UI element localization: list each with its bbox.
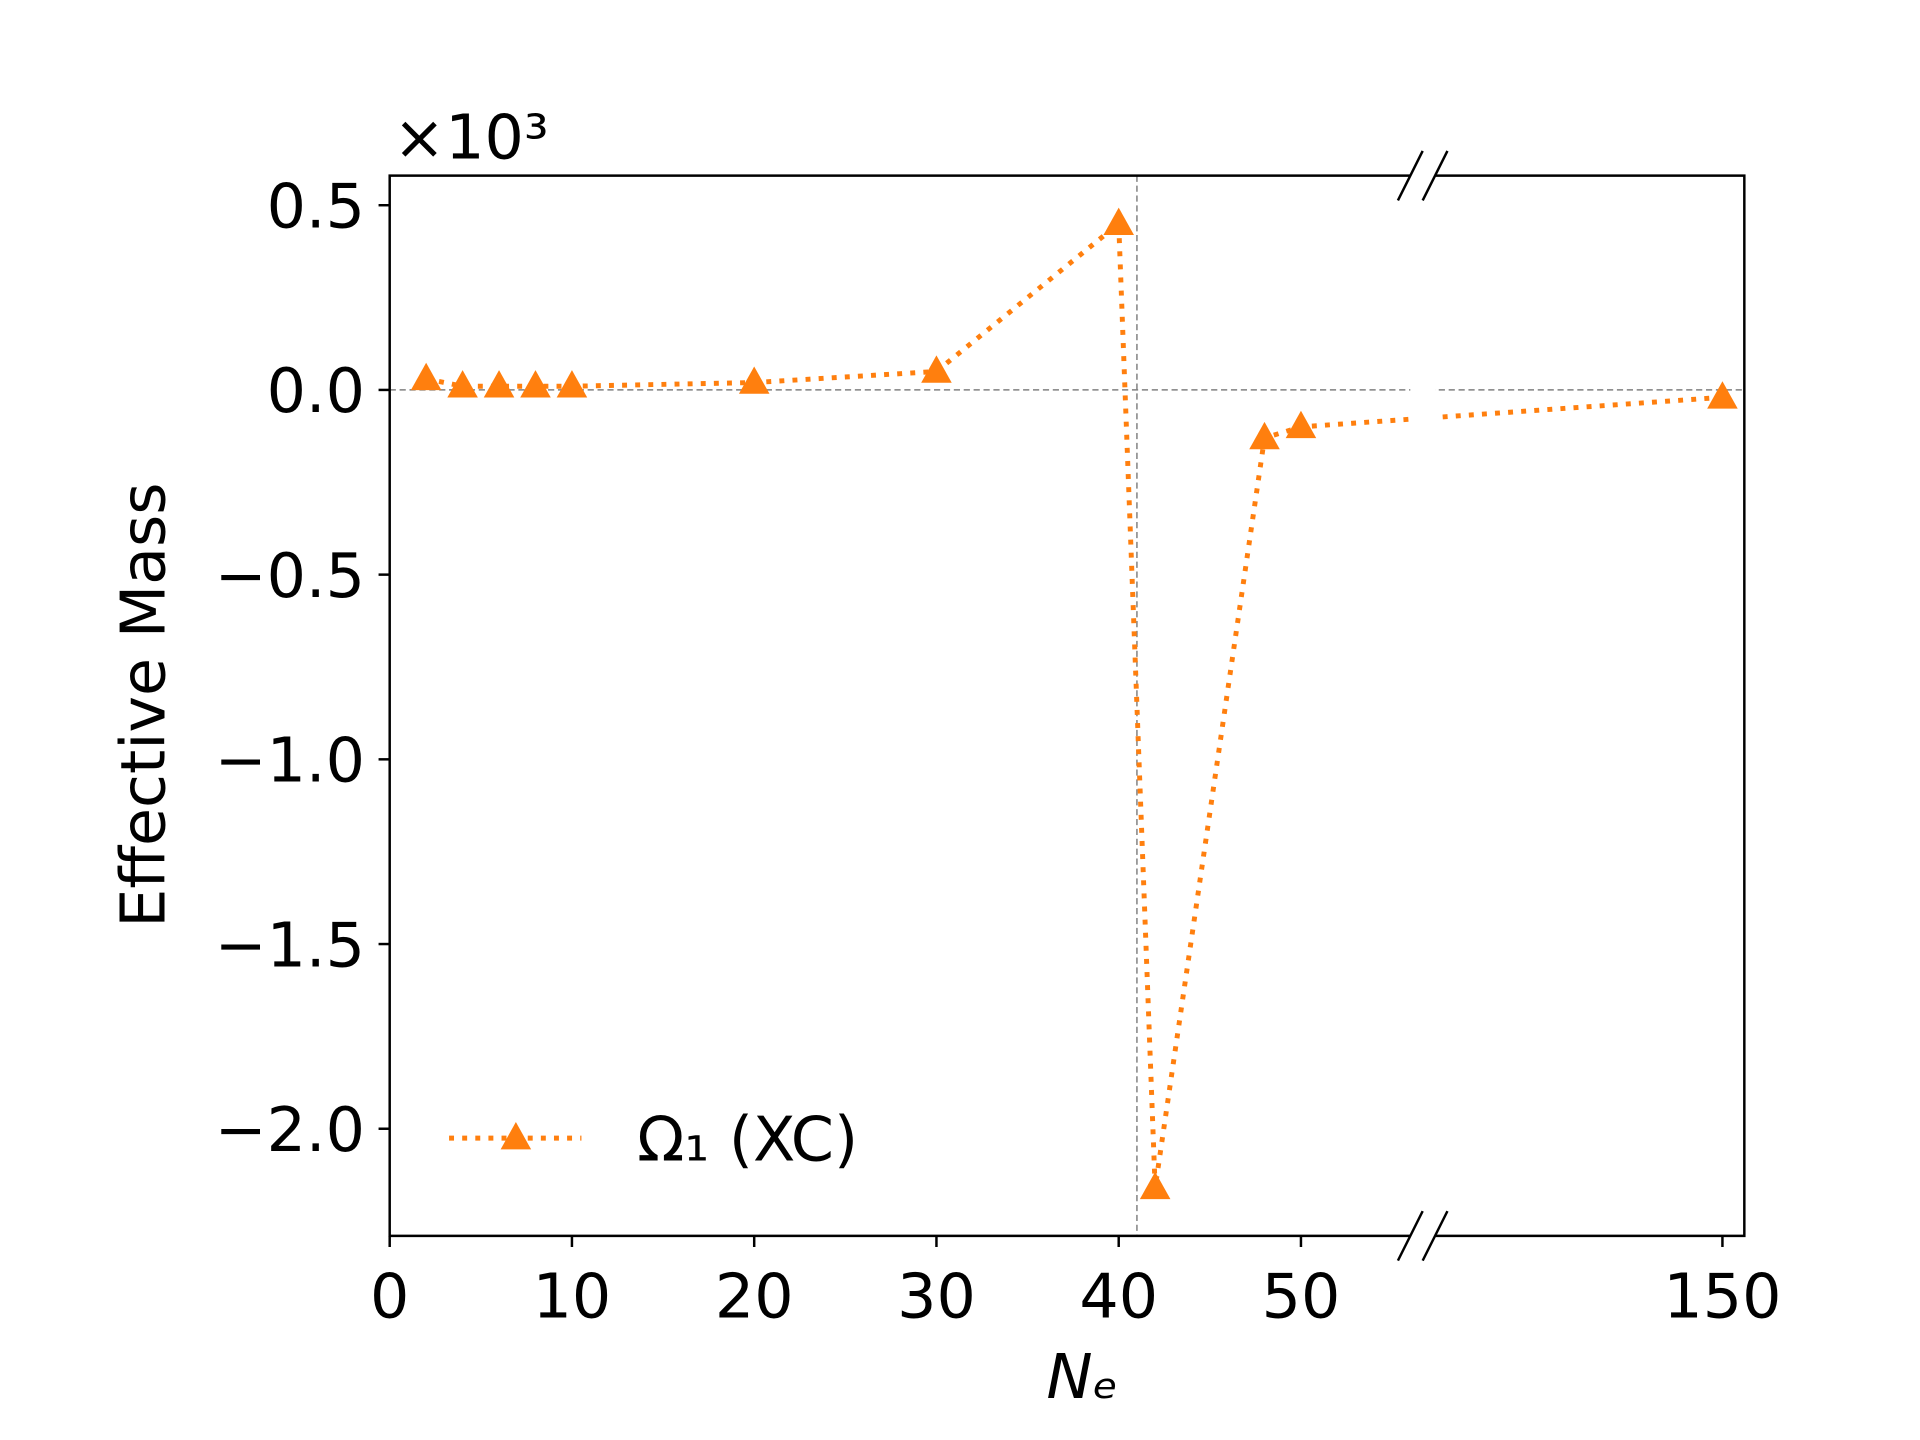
x-tick-label: 20 [715, 1261, 794, 1333]
data-point [921, 355, 952, 383]
data-point [520, 370, 551, 398]
axis-spine [1435, 174, 1746, 1238]
x-tick-label: 0 [370, 1261, 409, 1333]
x-tick-label: 150 [1663, 1261, 1781, 1333]
data-point [1139, 1171, 1171, 1200]
data-point [447, 370, 478, 398]
data-point [483, 370, 515, 398]
y-tick-label: −1.5 [215, 909, 365, 981]
axis-break-gap [1410, 170, 1436, 1241]
axis-break-mark [1421, 150, 1449, 201]
y-tick-label: −2.0 [215, 1094, 365, 1166]
data-point [1103, 207, 1134, 235]
data-point [410, 362, 442, 391]
x-tick-label: 50 [1262, 1261, 1341, 1333]
axis-break-mark [1421, 1210, 1449, 1262]
y-multiplier: ×10³ [393, 101, 548, 173]
data-point [1707, 381, 1738, 409]
y-tick-label: 0.5 [267, 170, 365, 242]
legend-label: Ω₁ (XC) [637, 1103, 858, 1175]
x-tick-label: 10 [533, 1261, 612, 1333]
x-tick-label: 30 [897, 1261, 976, 1333]
x-tick-label: 40 [1079, 1261, 1158, 1333]
y-tick-label: −0.5 [215, 540, 365, 612]
y-axis-label: Effective Mass [108, 483, 180, 928]
axis-break-mark [1396, 1210, 1424, 1262]
data-point [1249, 421, 1280, 450]
data-point [738, 366, 770, 394]
data-point [556, 370, 588, 398]
y-tick-label: −1.0 [215, 725, 365, 797]
x-axis-label: Nₑ [1046, 1341, 1118, 1413]
y-tick-label: 0.0 [267, 355, 365, 427]
axis-break-mark [1396, 150, 1424, 201]
legend-marker [500, 1122, 532, 1150]
axis-spine [388, 174, 1411, 1238]
data-point [1285, 410, 1317, 439]
